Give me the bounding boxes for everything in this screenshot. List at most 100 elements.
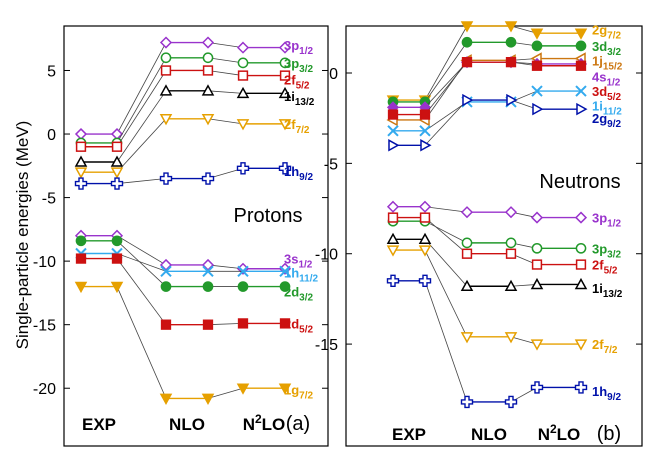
level-label: 2g9/2: [592, 111, 622, 130]
orbital-name: 4s: [592, 70, 606, 85]
data-point: [531, 60, 543, 71]
data-point: [530, 277, 544, 290]
x-category-label: N2LO: [243, 412, 286, 434]
orbital-name: 1g: [284, 382, 299, 397]
orbital-j: 11/2: [603, 107, 622, 118]
series-1i-13-2: 1i13/2: [386, 232, 623, 300]
data-point: [531, 40, 543, 52]
orbital-name: 2f: [284, 117, 296, 132]
connector-line: [207, 323, 244, 326]
connector-line: [116, 70, 167, 147]
data-point: [532, 102, 544, 116]
data-point: [202, 281, 214, 292]
series-1h-9-2: 1h9/2: [74, 162, 314, 190]
series-2f-7-2: 2f7/2: [74, 114, 310, 179]
series-2d-5-2: 2d5/2: [75, 253, 314, 335]
y-tick-label: -15: [33, 318, 56, 335]
data-point: [531, 259, 543, 270]
connector-line: [424, 61, 468, 108]
data-point: [418, 200, 432, 213]
data-point: [202, 319, 214, 330]
data-point: [574, 277, 588, 290]
series-2d-3-2: 2d3/2: [75, 235, 314, 304]
data-point: [386, 274, 400, 288]
series-3s-1-2: 3s1/2: [74, 229, 313, 275]
data-point: [110, 155, 124, 167]
data-point: [159, 36, 173, 49]
panel-tag: (b): [597, 423, 621, 445]
data-point: [505, 36, 517, 48]
data-point: [160, 65, 172, 76]
category-rest: LO: [557, 425, 581, 444]
data-point: [531, 242, 543, 254]
series-2g-9-2: 2g9/2: [388, 93, 622, 152]
connector-line: [116, 118, 167, 173]
level-label: 1i11/2: [592, 99, 622, 118]
orbital-j: 7/2: [607, 31, 621, 42]
data-point: [236, 383, 250, 395]
panel-title: Neutrons: [539, 171, 620, 193]
data-point: [387, 125, 399, 137]
data-point: [418, 245, 432, 257]
data-point: [418, 274, 432, 288]
level-label: 3d3/2: [592, 39, 622, 58]
connector-line: [207, 118, 244, 125]
data-point: [202, 65, 214, 76]
connector-line: [424, 249, 468, 338]
orbital-j: 7/2: [604, 345, 618, 356]
data-point: [386, 232, 400, 245]
data-point: [460, 21, 474, 33]
data-point: [530, 339, 544, 351]
connector-line: [207, 90, 244, 94]
data-point: [159, 84, 173, 96]
data-point: [460, 395, 474, 409]
orbital-name: 2f: [592, 258, 604, 273]
x-category-label: NLO: [471, 425, 507, 444]
plot-frame: [63, 25, 329, 447]
orbital-j: 1/2: [606, 78, 620, 89]
data-point: [237, 57, 249, 69]
data-point: [504, 21, 518, 33]
connector-line: [116, 42, 167, 135]
connector-line: [207, 264, 244, 270]
data-point: [111, 235, 123, 247]
series-1h-9-2: 1h9/2: [386, 274, 622, 409]
connector-line: [424, 25, 468, 101]
category-sup: 2: [550, 422, 557, 436]
data-point: [575, 60, 587, 71]
orbital-j: 5/2: [607, 92, 621, 103]
data-point: [461, 248, 473, 259]
series-1g-7-2: 1g7/2: [74, 281, 314, 405]
data-point: [75, 141, 87, 152]
data-point: [504, 206, 518, 219]
data-point: [388, 139, 400, 152]
connector-line: [424, 220, 468, 244]
connector-line: [116, 286, 167, 399]
data-point: [279, 318, 291, 329]
orbital-j: 11/2: [299, 274, 318, 285]
orbital-j: 13/2: [603, 289, 623, 300]
data-point: [504, 395, 518, 409]
orbital-name: 3p: [284, 56, 299, 71]
orbital-j: 3/2: [299, 293, 313, 304]
y-tick-label: -15: [315, 337, 338, 354]
level-label: 2f5/2: [592, 258, 618, 277]
orbital-j: 9/2: [607, 392, 621, 403]
orbital-name: 2g: [592, 111, 607, 126]
data-point: [111, 253, 123, 264]
level-label: 3s1/2: [284, 252, 313, 271]
category-base: N: [243, 415, 255, 434]
data-point: [279, 70, 291, 81]
data-point: [201, 114, 215, 126]
panel-title: Protons: [234, 205, 303, 227]
orbital-name: 1i: [592, 281, 603, 296]
data-point: [201, 172, 215, 185]
data-point: [574, 339, 588, 351]
data-point: [576, 102, 588, 116]
orbital-name: 2f: [592, 337, 604, 352]
level-label: 1i13/2: [284, 89, 315, 108]
y-tick-label: -20: [33, 381, 56, 398]
data-point: [279, 265, 291, 278]
